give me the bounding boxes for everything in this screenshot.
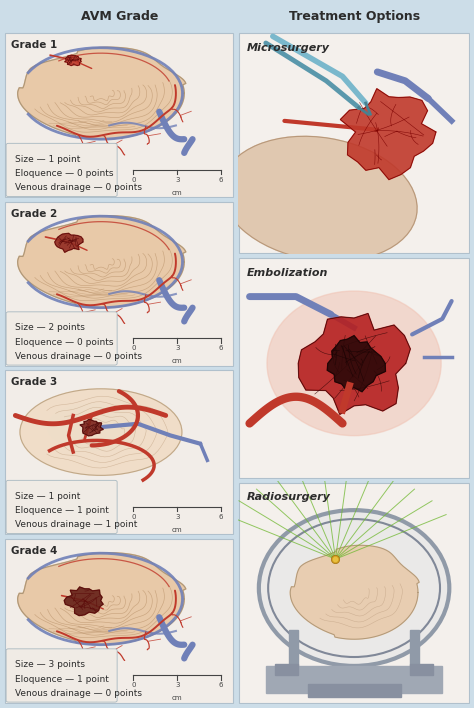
- Text: Grade 3: Grade 3: [11, 377, 57, 387]
- Bar: [275, 663, 298, 675]
- Text: Size — 1 point: Size — 1 point: [15, 492, 81, 501]
- Ellipse shape: [267, 291, 441, 435]
- Polygon shape: [18, 47, 186, 139]
- Bar: [410, 663, 433, 675]
- Polygon shape: [18, 216, 186, 308]
- FancyBboxPatch shape: [6, 143, 117, 197]
- Bar: [308, 684, 401, 697]
- FancyBboxPatch shape: [5, 33, 234, 198]
- Text: 3: 3: [175, 682, 180, 688]
- Text: Grade 2: Grade 2: [11, 209, 57, 219]
- Text: Treatment Options: Treatment Options: [289, 10, 419, 23]
- Polygon shape: [64, 55, 81, 66]
- FancyBboxPatch shape: [6, 480, 117, 534]
- Text: AVM Grade: AVM Grade: [81, 10, 158, 23]
- Text: Embolization: Embolization: [247, 268, 328, 278]
- FancyBboxPatch shape: [5, 539, 234, 703]
- Text: 0: 0: [131, 682, 136, 688]
- Text: 6: 6: [219, 345, 223, 351]
- Text: 3: 3: [175, 176, 180, 183]
- Text: Eloquence — 0 points: Eloquence — 0 points: [15, 338, 114, 347]
- FancyBboxPatch shape: [239, 33, 469, 253]
- Polygon shape: [18, 553, 186, 645]
- Text: 0: 0: [131, 513, 136, 520]
- Text: Venous drainage — 1 point: Venous drainage — 1 point: [15, 520, 138, 530]
- Polygon shape: [55, 234, 83, 252]
- Text: Size — 2 points: Size — 2 points: [15, 324, 85, 333]
- Text: 6: 6: [219, 176, 223, 183]
- FancyBboxPatch shape: [239, 258, 469, 478]
- Polygon shape: [64, 587, 103, 616]
- FancyBboxPatch shape: [6, 649, 117, 702]
- Text: Venous drainage — 0 points: Venous drainage — 0 points: [15, 183, 142, 193]
- Text: 3: 3: [175, 513, 180, 520]
- Polygon shape: [80, 419, 103, 436]
- Text: Venous drainage — 0 points: Venous drainage — 0 points: [15, 689, 142, 698]
- Polygon shape: [290, 545, 419, 639]
- Text: 0: 0: [131, 345, 136, 351]
- Text: Microsurgery: Microsurgery: [247, 43, 330, 53]
- Text: Eloquence — 1 point: Eloquence — 1 point: [15, 506, 109, 515]
- Text: Size — 3 points: Size — 3 points: [15, 661, 85, 670]
- Text: 6: 6: [219, 682, 223, 688]
- Ellipse shape: [259, 510, 449, 666]
- Text: Eloquence — 1 point: Eloquence — 1 point: [15, 675, 109, 684]
- Text: cm: cm: [172, 527, 182, 533]
- Text: Size — 1 point: Size — 1 point: [15, 155, 81, 164]
- Text: Venous drainage — 0 points: Venous drainage — 0 points: [15, 352, 142, 361]
- Text: 6: 6: [219, 513, 223, 520]
- Text: Eloquence — 0 points: Eloquence — 0 points: [15, 169, 114, 178]
- Text: Radiosurgery: Radiosurgery: [247, 492, 331, 503]
- Text: cm: cm: [172, 695, 182, 702]
- Ellipse shape: [20, 389, 182, 475]
- FancyBboxPatch shape: [5, 370, 234, 535]
- Text: 3: 3: [175, 345, 180, 351]
- Text: 0: 0: [131, 176, 136, 183]
- Bar: [410, 630, 419, 670]
- Text: cm: cm: [172, 358, 182, 365]
- Polygon shape: [340, 88, 436, 180]
- Text: Grade 1: Grade 1: [11, 40, 57, 50]
- Bar: [289, 630, 298, 670]
- Text: cm: cm: [172, 190, 182, 196]
- FancyBboxPatch shape: [6, 312, 117, 365]
- Ellipse shape: [221, 137, 417, 261]
- FancyBboxPatch shape: [239, 483, 469, 702]
- Polygon shape: [298, 314, 410, 414]
- Ellipse shape: [48, 404, 136, 450]
- Polygon shape: [327, 336, 385, 392]
- FancyBboxPatch shape: [5, 202, 234, 366]
- Bar: [266, 666, 442, 692]
- Text: Grade 4: Grade 4: [11, 546, 57, 556]
